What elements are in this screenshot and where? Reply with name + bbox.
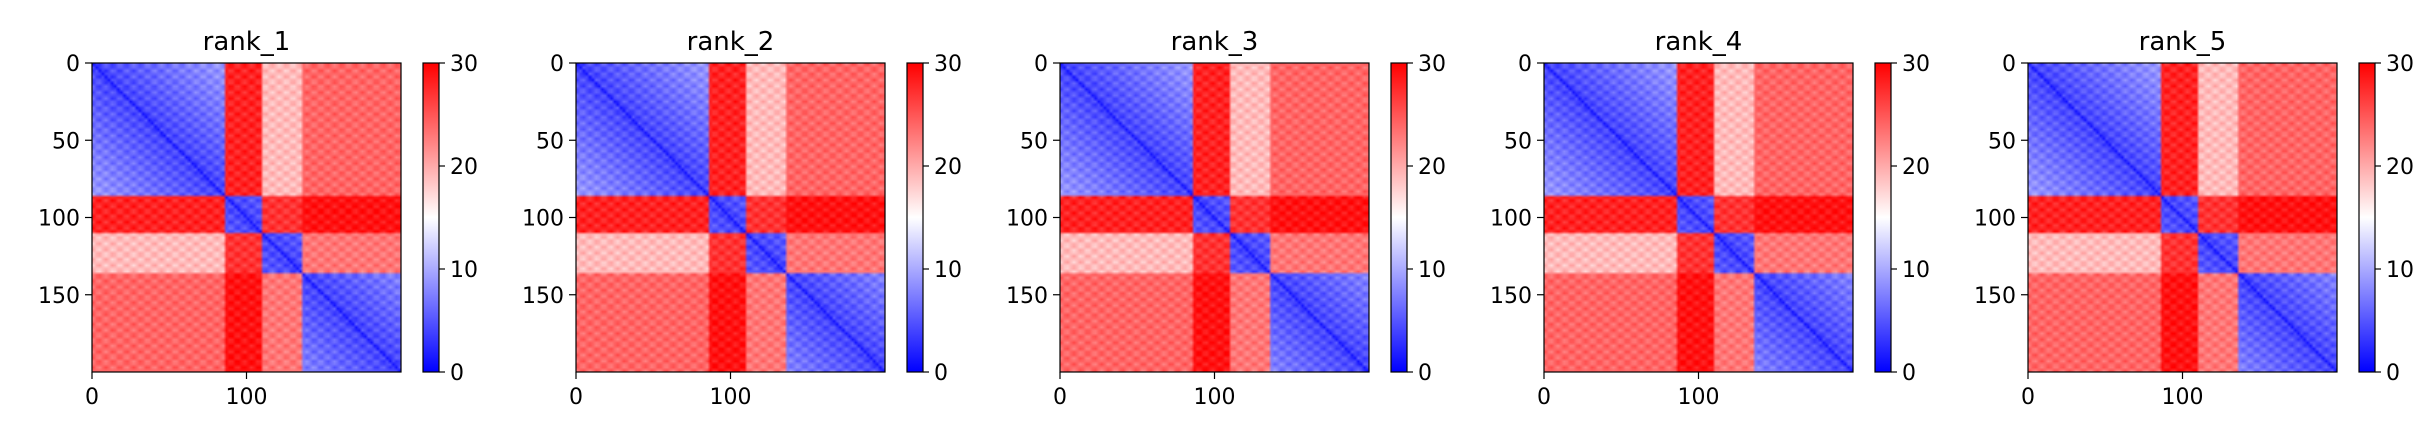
colorbar-tick-label: 10 [1418,258,1446,283]
x-tick-label: 0 [85,385,99,410]
colorbar-tick-label: 20 [450,155,478,180]
y-tick-label: 100 [1974,207,2016,232]
y-tick-label: 0 [66,52,80,77]
heatmap-image [576,63,885,372]
x-tick-label: 100 [2162,385,2204,410]
y-tick-label: 50 [1020,129,1048,154]
colorbar-tick-label: 0 [1902,361,1916,386]
heatmap-image [1060,63,1369,372]
chart-panel-1: rank_1 0 50 100 150 0 100 0 10 20 30 [38,27,478,410]
colorbar-tick-label: 30 [2386,52,2414,77]
heatmap-image [1544,63,1853,372]
y-tick-label: 150 [522,284,564,309]
x-tick-label: 100 [226,385,268,410]
y-tick-label: 100 [1490,207,1532,232]
colorbar-tick-label: 20 [2386,155,2414,180]
chart-title: rank_2 [687,27,775,57]
chart-title: rank_5 [2139,27,2227,57]
x-tick-label: 0 [569,385,583,410]
colorbar [1874,62,1892,373]
y-tick-label: 150 [38,284,80,309]
chart-title: rank_3 [1171,27,1259,57]
colorbar-tick-label: 0 [450,361,464,386]
y-tick-label: 0 [2002,52,2016,77]
colorbar [2358,62,2376,373]
colorbar-tick-label: 20 [1902,155,1930,180]
chart-title: rank_4 [1655,27,1743,57]
colorbar [906,62,924,373]
colorbar-tick-label: 0 [1418,361,1432,386]
x-tick-label: 0 [1537,385,1551,410]
colorbar [1390,62,1408,373]
y-tick-label: 0 [1518,52,1532,77]
x-tick-label: 100 [1678,385,1720,410]
y-tick-label: 0 [1034,52,1048,77]
colorbar-tick-label: 30 [450,52,478,77]
y-tick-label: 150 [1006,284,1048,309]
colorbar-tick-label: 10 [2386,258,2414,283]
chart-title: rank_1 [203,27,291,57]
chart-panel-4: rank_4 0 50 100 150 0 100 0 10 20 30 [1490,27,1930,410]
colorbar-tick-label: 0 [934,361,948,386]
colorbar [422,62,440,373]
y-tick-label: 150 [1490,284,1532,309]
chart-panel-5: rank_5 0 50 100 150 0 100 0 10 20 30 [1974,27,2414,410]
heatmap-image [92,63,401,372]
heatmap-image [2028,63,2337,372]
x-tick-label: 0 [1053,385,1067,410]
x-tick-label: 100 [710,385,752,410]
y-tick-label: 150 [1974,284,2016,309]
colorbar-tick-label: 30 [1418,52,1446,77]
colorbar-tick-label: 20 [1418,155,1446,180]
y-tick-label: 100 [38,207,80,232]
y-tick-label: 50 [52,129,80,154]
y-tick-label: 100 [522,207,564,232]
chart-panel-2: rank_2 0 50 100 150 0 100 0 10 20 30 [522,27,962,410]
x-tick-label: 100 [1194,385,1236,410]
colorbar-tick-label: 10 [1902,258,1930,283]
colorbar-tick-label: 10 [450,258,478,283]
y-tick-label: 100 [1006,207,1048,232]
colorbar-tick-label: 30 [1902,52,1930,77]
y-tick-label: 50 [536,129,564,154]
y-tick-label: 50 [1504,129,1532,154]
x-tick-label: 0 [2021,385,2035,410]
chart-panel-3: rank_3 0 50 100 150 0 100 0 10 20 30 [1006,27,1446,410]
colorbar-tick-label: 20 [934,155,962,180]
colorbar-tick-label: 10 [934,258,962,283]
colorbar-tick-label: 30 [934,52,962,77]
y-tick-label: 0 [550,52,564,77]
y-tick-label: 50 [1988,129,2016,154]
colorbar-tick-label: 0 [2386,361,2400,386]
